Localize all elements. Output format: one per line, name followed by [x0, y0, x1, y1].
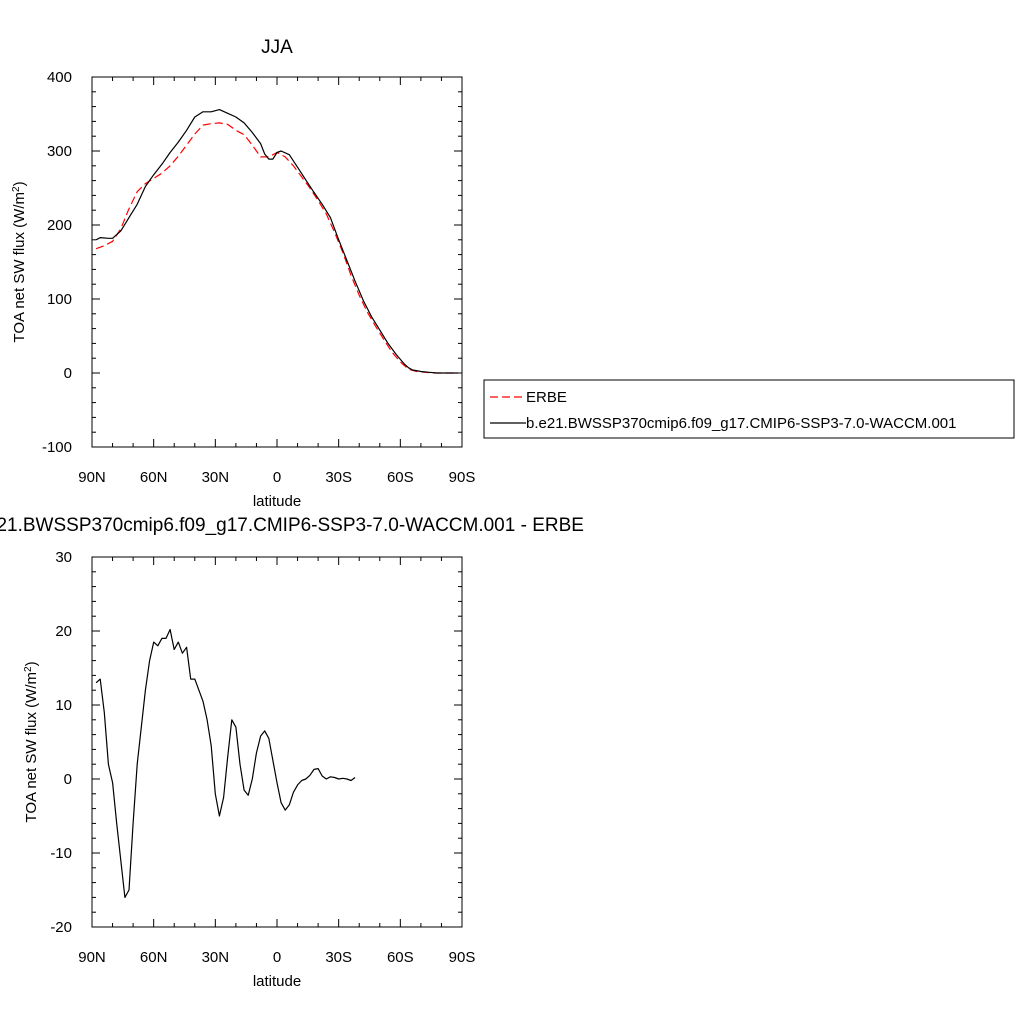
legend-label: b.e21.BWSSP370cmip6.f09_g17.CMIP6-SSP3-7…: [526, 415, 956, 432]
y-tick-label: 400: [47, 69, 72, 86]
x-tick-label: 60N: [140, 469, 168, 486]
legend-label: ERBE: [526, 389, 567, 406]
y-tick-label: 0: [64, 365, 72, 382]
x-tick-label: 30S: [325, 469, 352, 486]
x-axis-label: latitude: [253, 973, 301, 990]
y-tick-label: 30: [55, 549, 72, 566]
y-tick-label: 100: [47, 291, 72, 308]
y-tick-label: 200: [47, 217, 72, 234]
chart-title: b.e21.BWSSP370cmip6.f09_g17.CMIP6-SSP3-7…: [0, 515, 584, 536]
x-tick-label: 60N: [140, 949, 168, 966]
x-tick-label: 30N: [202, 469, 230, 486]
series-line-2: [95, 109, 458, 374]
chart-title: JJA: [261, 37, 293, 58]
x-tick-label: 0: [273, 949, 281, 966]
x-tick-label: 30N: [202, 949, 230, 966]
y-axis-label: TOA net SW flux (W/m2): [23, 661, 41, 822]
y-tick-label: -100: [42, 439, 72, 456]
y-tick-label: 0: [64, 771, 72, 788]
series-line-1: [95, 122, 458, 374]
x-tick-label: 60S: [387, 949, 414, 966]
x-tick-label: 30S: [325, 949, 352, 966]
x-tick-label: 90S: [449, 949, 476, 966]
legend: ERBE b.e21.BWSSP370cmip6.f09_g17.CMIP6-SS…: [483, 379, 1015, 439]
chart-panel-2: b.e21.BWSSP370cmip6.f09_g17.CMIP6-SSP3-7…: [0, 515, 584, 990]
y-tick-label: 20: [55, 623, 72, 640]
x-axis-label: latitude: [253, 493, 301, 510]
y-tick-label: -10: [50, 845, 72, 862]
x-tick-label: 90N: [78, 949, 106, 966]
series-line-1: [95, 628, 356, 898]
legend-box: [483, 379, 1015, 439]
x-tick-label: 90N: [78, 469, 106, 486]
y-axis-label: TOA net SW flux (W/m2): [11, 181, 29, 342]
x-tick-label: 90S: [449, 469, 476, 486]
plot-frame: [91, 76, 463, 448]
y-tick-label: 10: [55, 697, 72, 714]
x-tick-label: 0: [273, 469, 281, 486]
chart-panel-1: JJA 90N 60N 30N 0 30S 60S 90S -100 0 100 200 300 400 l…: [11, 37, 1015, 510]
y-tick-label: 300: [47, 143, 72, 160]
plot-frame: [91, 556, 463, 928]
y-tick-label: -20: [50, 919, 72, 936]
x-tick-label: 60S: [387, 469, 414, 486]
